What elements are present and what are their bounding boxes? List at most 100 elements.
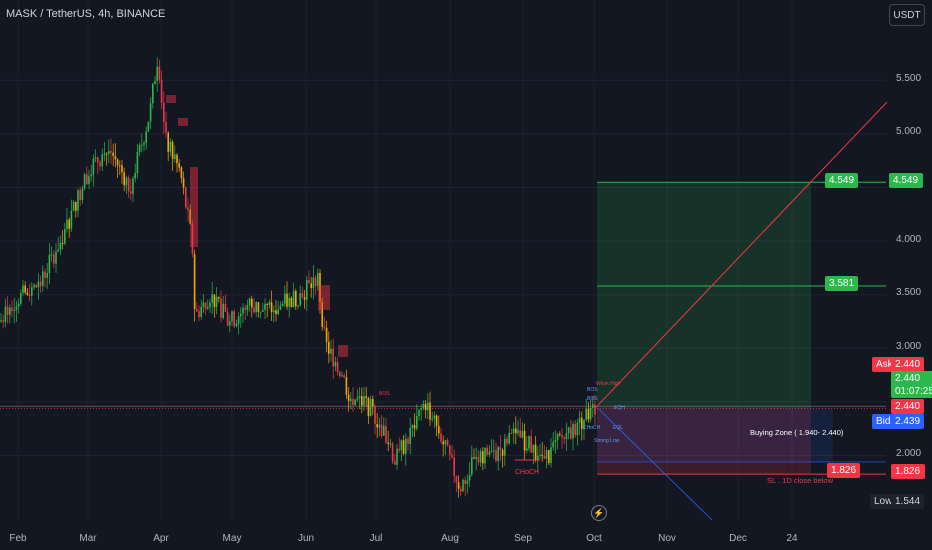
candle-body: [112, 152, 114, 157]
candle-body: [438, 426, 440, 434]
candle-body: [330, 348, 332, 354]
candle-body: [422, 403, 425, 409]
candle-body: [589, 407, 592, 420]
candle-body: [312, 277, 315, 289]
candle-body: [178, 163, 180, 168]
buying-zone-label[interactable]: Buying Zone ( 1.940- 2.440): [750, 428, 844, 437]
candle-body: [517, 430, 519, 434]
candle-body: [154, 80, 156, 85]
candle-body: [215, 296, 218, 308]
candle-body: [90, 174, 92, 177]
candle-body: [455, 476, 458, 483]
candle-body: [506, 438, 508, 444]
candle-body: [321, 301, 323, 327]
stop-loss-label[interactable]: SL . 1D close below: [767, 476, 834, 485]
candle-body: [207, 307, 209, 309]
currency-button[interactable]: USDT: [889, 4, 925, 26]
time-tick: Sep: [514, 533, 532, 544]
candle-body: [2, 320, 4, 322]
candle-body: [451, 454, 453, 458]
candle-body: [427, 402, 429, 411]
candle-body: [48, 254, 51, 273]
candle-body: [240, 313, 242, 317]
candle-body: [275, 310, 277, 314]
order-block: [318, 285, 330, 310]
time-tick: Feb: [9, 533, 27, 544]
flash-icon[interactable]: ⚡: [591, 505, 607, 521]
price-tick: 4.000: [896, 234, 922, 245]
candle-body: [411, 425, 414, 428]
candle-body: [163, 102, 165, 123]
candle-body: [499, 447, 502, 450]
candle-body: [75, 201, 77, 211]
candle-body: [378, 424, 381, 428]
candle-body: [253, 307, 255, 313]
candle-body: [574, 423, 576, 436]
candle-body: [88, 176, 90, 184]
candle-body: [6, 306, 9, 315]
candle-body: [119, 165, 121, 167]
candle-body: [35, 284, 37, 288]
target-high-tag[interactable]: 4.549: [825, 173, 859, 188]
candle-body: [156, 66, 158, 81]
candle-body: [519, 430, 521, 438]
candle-body: [64, 229, 66, 244]
candle-body: [266, 303, 268, 305]
candle-body: [572, 423, 574, 439]
candle-body: [288, 297, 290, 307]
candle-body: [306, 279, 308, 300]
candle-body: [495, 450, 497, 461]
candle-body: [251, 298, 253, 308]
candle-body: [534, 444, 537, 460]
candle-body: [134, 173, 136, 179]
candle-body: [332, 348, 334, 367]
candle-body: [277, 309, 279, 314]
candle-body: [548, 450, 550, 464]
candle-body: [264, 303, 266, 310]
candle-body: [376, 423, 378, 428]
countdown: 01:07:25: [895, 386, 932, 397]
candle-body: [24, 285, 26, 293]
candle-body: [303, 297, 306, 300]
order-block: [166, 95, 176, 103]
ask-value: 2.440: [891, 357, 925, 372]
candle-body: [59, 242, 62, 250]
candle-body: [28, 294, 31, 296]
candle-body: [125, 177, 128, 186]
candle-body: [385, 425, 387, 443]
candle-body: [396, 448, 398, 465]
candle-body: [409, 427, 411, 445]
loss-zone: [597, 408, 811, 475]
candle-body: [383, 425, 385, 436]
candle-body: [473, 457, 475, 459]
candle-body: [220, 298, 222, 318]
candle-body: [141, 144, 143, 146]
price-tick: 5.000: [896, 126, 922, 137]
candle-body: [257, 302, 260, 312]
candle-body: [198, 311, 200, 318]
candle-body: [211, 294, 213, 303]
candle-body: [545, 450, 548, 459]
ask-label: Ask: [872, 357, 897, 372]
candle-body: [11, 307, 13, 311]
candle-body: [132, 178, 134, 194]
candle-body: [367, 397, 370, 416]
target-mid-tag[interactable]: 3.581: [825, 276, 859, 291]
candle-body: [147, 121, 150, 132]
candle-body: [510, 432, 513, 434]
candle-body: [317, 273, 319, 286]
candle-body: [424, 403, 427, 411]
candle-body: [299, 293, 301, 306]
stop-tag[interactable]: 1.826: [827, 463, 861, 478]
candle-body: [431, 418, 433, 420]
candle-body: [174, 154, 176, 160]
candle-body: [391, 443, 394, 462]
candle-body: [325, 328, 328, 342]
candle-body: [486, 447, 488, 455]
strong-low-label: Strong Low: [594, 438, 620, 444]
candle-body: [537, 455, 539, 460]
candle-body: [169, 141, 172, 152]
candle-body: [108, 150, 110, 155]
symbol-title[interactable]: MASK / TetherUS, 4h, BINANCE: [6, 8, 166, 20]
